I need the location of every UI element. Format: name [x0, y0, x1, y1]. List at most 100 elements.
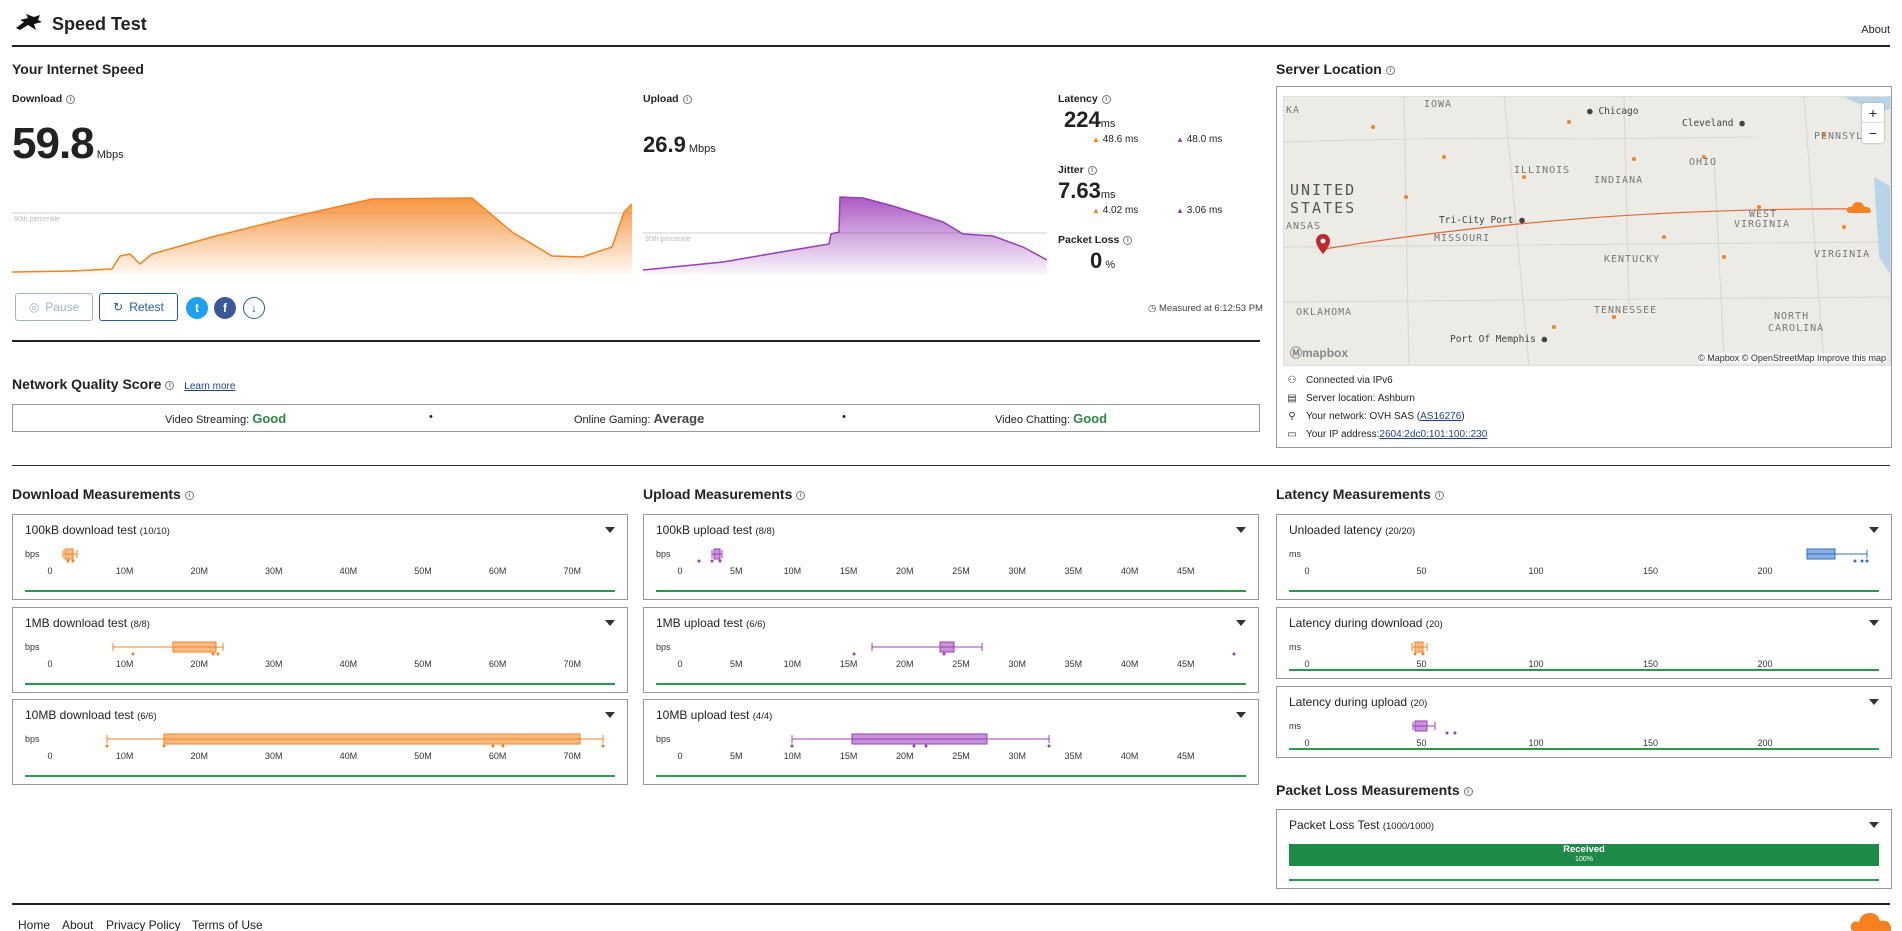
axis-unit: bps	[25, 549, 40, 559]
box-plot: bps 0 10M 20M 30M 40M 50M 60M 70M	[25, 641, 581, 669]
your-ip: ▭ Your IP address: 2604:2dc0:101:100::230	[1287, 429, 1488, 440]
axis-tick-label: 5M	[730, 659, 743, 669]
latency-test-card[interactable]: Latency during download (20) ms 0 50 100 150…	[1276, 607, 1892, 679]
axis-tick-label: 30M	[1008, 566, 1026, 576]
zoom-out-button[interactable]: −	[1868, 125, 1878, 141]
box-plot-series	[1806, 548, 1869, 563]
download-test-card[interactable]: 100kB download test (10/10) bps 0 10M 20M 30…	[12, 514, 628, 600]
received-bar: Received 100%	[1289, 844, 1879, 866]
axis-tick-label: 20M	[896, 566, 914, 576]
twitter-share-icon[interactable]: t	[186, 297, 208, 319]
axis-tick-label: 30M	[265, 659, 283, 669]
quality-dot: •	[429, 411, 433, 423]
chevron-down-icon[interactable]	[1869, 822, 1879, 828]
refresh-icon: ↻	[113, 300, 124, 314]
upload-label: Upload i	[643, 93, 692, 105]
axis-tick-label: 150	[1643, 566, 1658, 576]
upload-test-card[interactable]: 100kB upload test (8/8) bps 0 5M 10M 15M 20M 2…	[643, 514, 1259, 600]
info-icon[interactable]: i	[682, 94, 692, 104]
info-icon[interactable]: i	[1463, 786, 1473, 796]
jitter-upload: ▲ 3.06 ms	[1176, 205, 1223, 216]
info-icon[interactable]: i	[1123, 235, 1133, 245]
server-map[interactable]: UNITED STATES IOWA ILLINOIS INDIANA OHIO…	[1283, 96, 1891, 366]
download-results-icon[interactable]: ↓	[243, 297, 265, 319]
map-state-label: ILLINOIS	[1514, 165, 1571, 176]
footer-home-link[interactable]: Home	[18, 918, 51, 931]
footer-terms-link[interactable]: Terms of Use	[192, 918, 263, 931]
download-test-card[interactable]: 1MB download test (8/8) bps 0 10M 20M 30M 40M…	[12, 607, 628, 693]
axis-tick-label: 10M	[784, 566, 802, 576]
map-state-label: KENTUCKY	[1604, 254, 1661, 265]
footer-about-link[interactable]: About	[62, 918, 94, 931]
download-test-card[interactable]: 10MB download test (6/6) bps 0 10M 20M 30M 40…	[12, 699, 628, 785]
axis-tick-label: 35M	[1065, 659, 1083, 669]
retest-button[interactable]: ↻ Retest	[99, 293, 178, 321]
upload-test-card[interactable]: 10MB upload test (4/4) bps 0 5M 10M 15M 20M 25…	[643, 699, 1259, 785]
learn-more-link[interactable]: Learn more	[184, 381, 236, 392]
quality-dot: •	[842, 411, 846, 423]
axis-tick-label: 45M	[1177, 751, 1195, 761]
chevron-down-icon[interactable]	[605, 620, 615, 626]
axis-tick-label: 200	[1757, 659, 1772, 669]
chevron-down-icon[interactable]	[1869, 527, 1879, 533]
latency-value: 224ms	[1064, 107, 1116, 132]
latency-test-card-title: Latency during download (20)	[1289, 616, 1443, 630]
latency-test-card[interactable]: Latency during upload (20) ms 0 50 100 150 20…	[1276, 686, 1892, 758]
axis-tick-label: 0	[677, 566, 682, 576]
axis-tick-label: 30M	[265, 566, 283, 576]
axis-tick-label: 0	[1304, 566, 1309, 576]
info-icon[interactable]: i	[184, 490, 194, 500]
measured-at: ◷ Measured at 6:12:53 PM	[1148, 303, 1263, 314]
box-plot: bps 0 5M 10M 15M 20M 25M 30M 35M 40M 45M	[656, 733, 1195, 761]
asn-link[interactable]: AS16276	[1420, 411, 1462, 422]
info-icon[interactable]: i	[1101, 94, 1111, 104]
server-icon: ▤	[1287, 393, 1297, 404]
facebook-share-icon[interactable]: f	[214, 297, 236, 319]
axis-tick-label: 100	[1528, 566, 1543, 576]
server-connected: ⚇ Connected via IPv6	[1287, 375, 1393, 386]
axis-tick-label: 150	[1643, 738, 1658, 748]
footer-privacy-link[interactable]: Privacy Policy	[106, 918, 181, 931]
axis-tick-label: 10M	[784, 659, 802, 669]
info-icon[interactable]: i	[796, 490, 806, 500]
axis-unit: ms	[1289, 721, 1301, 731]
info-icon[interactable]: i	[1385, 65, 1395, 75]
axis-tick-label: 10M	[784, 751, 802, 761]
cloudflare-logo-icon	[1850, 913, 1891, 931]
client-location-pin-icon	[1316, 234, 1330, 254]
map-state-label: KA	[1286, 105, 1301, 116]
info-icon[interactable]: i	[1087, 165, 1097, 175]
mapbox-logo[interactable]: Ⓜmapbox	[1290, 346, 1349, 360]
download-test-card-title: 100kB download test (10/10)	[25, 523, 170, 537]
info-icon[interactable]: i	[66, 94, 76, 104]
ip-link[interactable]: 2604:2dc0:101:100::230	[1379, 429, 1488, 440]
chevron-down-icon[interactable]	[1236, 620, 1246, 626]
zoom-in-button[interactable]: +	[1862, 103, 1884, 123]
info-icon[interactable]: i	[1434, 490, 1444, 500]
latency-meas-title: Latency Measurements i	[1276, 486, 1444, 502]
pause-button[interactable]: ◎ Pause	[15, 293, 93, 321]
header-about-link[interactable]: About	[1861, 24, 1890, 36]
chevron-down-icon[interactable]	[1869, 699, 1879, 705]
latency-test-card[interactable]: Unloaded latency (20/20) ms 0 50 100 150 200	[1276, 514, 1892, 600]
cloudflare-server-icon	[1846, 202, 1871, 213]
quality-title: Network Quality Score i Learn more	[12, 376, 236, 392]
app-title: Speed Test	[52, 14, 147, 34]
map-state-label: OHIO	[1689, 157, 1718, 168]
axis-unit: bps	[656, 549, 671, 559]
packet-meas-title: Packet Loss Measurements i	[1276, 782, 1473, 798]
chevron-down-icon[interactable]	[605, 527, 615, 533]
chevron-down-icon[interactable]	[605, 712, 615, 718]
chevron-down-icon[interactable]	[1236, 527, 1246, 533]
box-plot: ms0 50 100 150 200	[1289, 641, 1773, 669]
packet-loss-card[interactable]: Packet Loss Test (1000/1000) Received 10…	[1276, 809, 1892, 889]
axis-tick-label: 150	[1643, 659, 1658, 669]
axis-tick-label: 40M	[1121, 566, 1139, 576]
map-city-label: Port Of Memphis ●	[1450, 334, 1548, 345]
upload-test-card[interactable]: 1MB upload test (6/6) bps 0 5M 10M 15M 20M 25M…	[643, 607, 1259, 693]
map-attribution[interactable]: © Mapbox © OpenStreetMap Improve this ma…	[1698, 353, 1886, 363]
map-city-label: Cleveland ●	[1682, 118, 1745, 129]
info-icon[interactable]: i	[165, 380, 175, 390]
chevron-down-icon[interactable]	[1236, 712, 1246, 718]
chevron-down-icon[interactable]	[1869, 620, 1879, 626]
